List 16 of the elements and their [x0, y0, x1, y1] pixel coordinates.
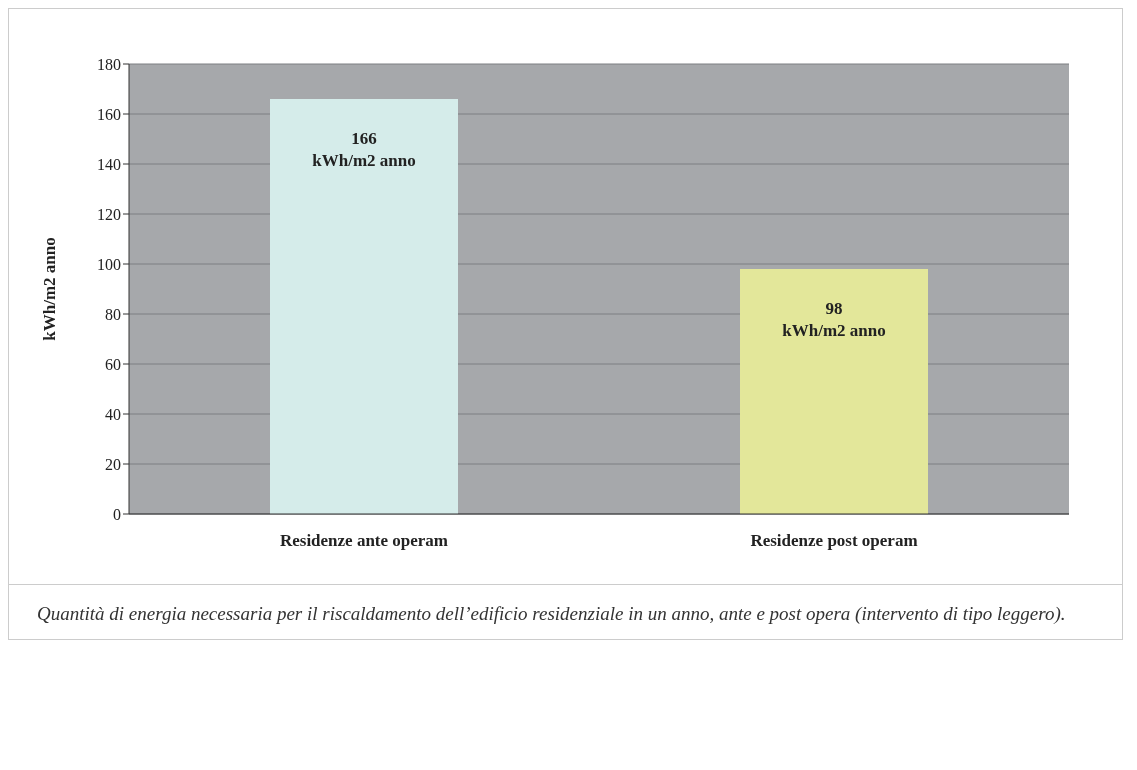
x-tick-label: Residenze post operam [750, 531, 918, 551]
data-label: 98 kWh/m2 anno [782, 299, 886, 340]
y-tick-label: 140 [97, 155, 121, 173]
data-label: 166 kWh/m2 anno [312, 129, 416, 170]
y-axis-title: kWh/m2 anno [40, 237, 60, 341]
y-tick-label: 60 [105, 355, 121, 373]
y-tick-label: 100 [97, 255, 121, 273]
y-tick-label: 40 [105, 405, 121, 423]
y-tick-label: 20 [105, 455, 121, 473]
y-tick-label: 180 [97, 55, 121, 73]
y-tick-label: 120 [97, 205, 121, 223]
y-tick-label: 80 [105, 305, 121, 323]
y-tick-label: 160 [97, 105, 121, 123]
text: Quantità di energia necessaria per il riscaldamento dell’edificio residenziale in un anno, ante e post opera (intervento di tipo leggero). [37, 602, 1067, 626]
x-tick-label: Residenze ante operam [279, 531, 449, 551]
y-tick-label: 0 [113, 505, 121, 523]
